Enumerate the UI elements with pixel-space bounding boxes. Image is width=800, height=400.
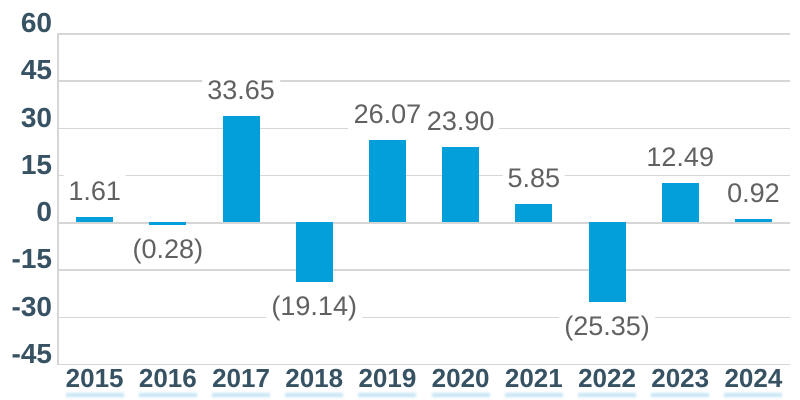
x-axis-year-label-2016: 2016 <box>138 363 197 393</box>
bar-2023 <box>661 182 699 222</box>
bar-2016 <box>149 222 187 225</box>
y-axis-tick-label: 45 <box>20 54 52 86</box>
x-axis-year-label-2022: 2022 <box>578 363 636 393</box>
y-axis-tick-label: -15 <box>11 243 52 275</box>
bar-value-label-2015: 1.61 <box>63 174 126 207</box>
clipped-text-artifact <box>431 393 490 397</box>
bar-2020 <box>442 146 480 222</box>
gridline <box>58 316 790 318</box>
clipped-text-artifact <box>65 393 124 397</box>
clipped-text-artifact <box>358 393 417 397</box>
y-axis-tick-label: 0 <box>36 196 52 227</box>
y-axis-line <box>57 33 59 365</box>
clipped-text-artifact <box>651 393 710 397</box>
bar-2019 <box>368 139 406 222</box>
clipped-text-artifact <box>285 393 344 397</box>
y-axis-tick-label: 15 <box>20 148 52 180</box>
bar-value-label-2024: 0.92 <box>722 177 785 210</box>
x-axis-year-label-2024: 2024 <box>724 363 783 393</box>
clipped-text-artifact <box>212 393 270 397</box>
x-axis-year-label-2021: 2021 <box>504 363 563 393</box>
clipped-text-artifact <box>138 393 197 397</box>
gridline <box>58 33 790 35</box>
bar-value-label-2018: (19.14) <box>266 290 362 323</box>
gridline <box>58 363 790 366</box>
bar-value-label-2016: (0.28) <box>127 232 209 265</box>
x-axis-year-label-2019: 2019 <box>358 363 417 393</box>
gridline <box>58 222 790 224</box>
bar-value-label-2021: 5.85 <box>502 161 566 194</box>
y-axis-tick-label: 60 <box>20 7 52 38</box>
clipped-text-artifact <box>724 393 783 397</box>
bar-2017 <box>222 116 260 222</box>
bar-2021 <box>515 203 553 222</box>
x-axis-year-label-2017: 2017 <box>212 363 270 393</box>
x-axis-year-label-2015: 2015 <box>65 363 124 393</box>
y-axis-tick-label: 30 <box>20 101 52 133</box>
bar-2022 <box>588 222 626 302</box>
clipped-text-artifact <box>578 393 636 397</box>
bar-value-label-2017: 33.65 <box>202 74 280 106</box>
y-axis-tick-label: -30 <box>11 290 52 322</box>
x-axis-year-label-2018: 2018 <box>285 363 344 393</box>
x-axis-year-label-2023: 2023 <box>651 363 710 393</box>
y-axis-tick-label: -45 <box>11 337 52 369</box>
gridline <box>58 80 790 82</box>
bar-value-label-2019: 26.07 <box>348 97 427 130</box>
bar-2018 <box>295 222 333 283</box>
gridline <box>58 269 790 271</box>
bar-value-label-2022: (25.35) <box>559 309 655 342</box>
bar-2015 <box>76 216 114 222</box>
gridline <box>58 174 790 177</box>
x-axis-year-label-2020: 2020 <box>431 363 490 393</box>
bar-2024 <box>734 219 772 222</box>
clipped-text-artifact <box>504 393 563 397</box>
bar-value-label-2020: 23.90 <box>421 104 500 137</box>
bar-value-label-2023: 12.49 <box>641 140 719 173</box>
